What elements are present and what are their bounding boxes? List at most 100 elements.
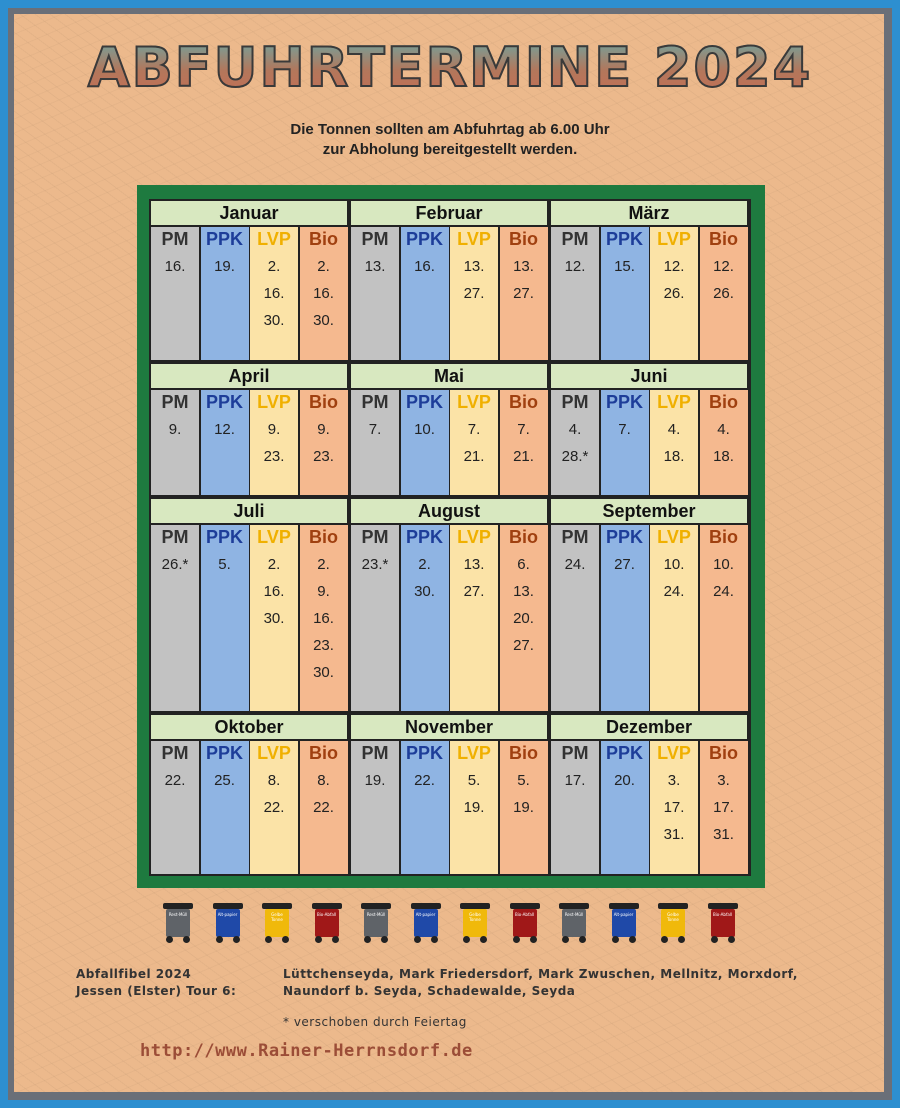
date-list: 19. <box>351 767 399 794</box>
column-header: PM <box>161 391 189 412</box>
pickup-date: 30. <box>313 664 334 681</box>
column-lvp: LVP 7. 21. <box>450 390 498 495</box>
bin-label: Bio-Abfall <box>314 909 339 937</box>
column-pm: PM 9. <box>151 390 199 495</box>
date-list: 10. 24. <box>650 551 698 605</box>
date-list: 15. <box>601 253 649 280</box>
column-header: LVP <box>257 742 291 763</box>
pickup-date: 9. <box>317 421 330 438</box>
column-lvp: LVP 13. 27. <box>450 227 498 360</box>
column-header: PM <box>561 742 589 763</box>
pickup-date: 23. <box>313 637 334 654</box>
column-header: Bio <box>709 742 738 763</box>
waste-bin-icon: Bio-Abfall <box>311 903 342 943</box>
month-name: Februar <box>351 201 547 225</box>
column-header: LVP <box>657 228 691 249</box>
date-list: 17. <box>551 767 599 794</box>
pickup-date: 26. <box>713 285 734 302</box>
subtitle-line-1: Die Tonnen sollten am Abfuhrtag ab 6.00 … <box>290 121 610 138</box>
waste-bin-icon: Rest-Müll <box>559 903 589 943</box>
date-list: 12. <box>551 253 599 280</box>
pickup-date: 5. <box>517 772 530 789</box>
calendar-board: Januar PM 16. PPK 19. LVP 2. 16. 30. Bio 2. 16. 30. F… <box>137 185 765 888</box>
month-februar: Februar PM 13. PPK 16. LVP 13. 27. Bio 13. 27. <box>349 199 549 362</box>
date-list: 2. 9. 16. 23. 30. <box>300 551 348 686</box>
column-header: Bio <box>309 228 338 249</box>
month-name: März <box>551 201 747 225</box>
date-list: 12. <box>201 416 249 443</box>
column-bio: Bio 5. 19. <box>499 741 548 874</box>
month-september: September PM 24. PPK 27. LVP 10. 24. Bio 10. 24. <box>549 497 749 713</box>
column-bio: Bio 4. 18. <box>699 390 748 495</box>
date-list: 16. <box>401 253 449 280</box>
column-ppk: PPK 20. <box>600 741 649 874</box>
column-header: PPK <box>405 391 443 412</box>
pickup-date: 27. <box>513 637 534 654</box>
column-ppk: PPK 25. <box>200 741 249 874</box>
column-bio: Bio 3. 17. 31. <box>699 741 748 874</box>
column-pm: PM 7. <box>351 390 399 495</box>
column-pm: PM 12. <box>551 227 599 360</box>
pickup-date: 12. <box>663 258 685 275</box>
column-ppk: PPK 16. <box>400 227 449 360</box>
column-lvp: LVP 8. 22. <box>250 741 298 874</box>
column-header: LVP <box>657 526 691 547</box>
column-header: PPK <box>405 526 443 547</box>
places-line-1: Lüttchenseyda, Mark Friedersdorf, Mark Z… <box>283 967 798 981</box>
pickup-date: 27. <box>463 583 485 600</box>
column-header: LVP <box>457 526 491 547</box>
month-april: April PM 9. PPK 12. LVP 9. 23. Bio 9. 23. <box>149 362 349 497</box>
column-bio: Bio 13. 27. <box>499 227 548 360</box>
pickup-date: 17. <box>713 799 734 816</box>
pickup-date: 13. <box>513 583 534 600</box>
date-list: 13. 27. <box>450 253 498 307</box>
month-mai: Mai PM 7. PPK 10. LVP 7. 21. Bio 7. 21. <box>349 362 549 497</box>
column-header: PM <box>361 526 389 547</box>
month-juni: Juni PM 4. 28.* PPK 7. LVP 4. 18. Bio 4. 18. <box>549 362 749 497</box>
column-bio: Bio 9. 23. <box>299 390 348 495</box>
date-list: 25. <box>201 767 249 794</box>
column-header: PPK <box>205 391 243 412</box>
column-header: Bio <box>509 742 538 763</box>
pickup-date: 21. <box>463 448 485 465</box>
column-ppk: PPK 19. <box>200 227 249 360</box>
column-lvp: LVP 3. 17. 31. <box>650 741 698 874</box>
pickup-date: 30. <box>263 312 285 329</box>
pickup-date: 3. <box>667 772 681 789</box>
column-pm: PM 17. <box>551 741 599 874</box>
bin-label: Gelbe Tonne <box>661 909 685 937</box>
date-list: 4. 18. <box>650 416 698 470</box>
column-header: Bio <box>509 526 538 547</box>
column-header: LVP <box>457 228 491 249</box>
waste-bin-icon: Gelbe Tonne <box>460 903 490 943</box>
pickup-date: 24. <box>564 556 586 573</box>
pickup-date: 2. <box>418 556 431 573</box>
pickup-date: 24. <box>713 583 734 600</box>
column-lvp: LVP 4. 18. <box>650 390 698 495</box>
pickup-date: 4. <box>717 421 730 438</box>
pickup-date: 8. <box>267 772 281 789</box>
column-bio: Bio 7. 21. <box>499 390 548 495</box>
date-list: 7. 21. <box>500 416 548 470</box>
column-lvp: LVP 2. 16. 30. <box>250 525 298 711</box>
date-list: 6. 13. 20. 27. <box>500 551 548 659</box>
pickup-date: 13. <box>463 258 485 275</box>
date-list: 22. <box>401 767 449 794</box>
pickup-date: 27. <box>463 285 485 302</box>
column-ppk: PPK 12. <box>200 390 249 495</box>
date-list: 12. 26. <box>650 253 698 307</box>
column-header: Bio <box>509 228 538 249</box>
waste-bin-icon: Rest-Müll <box>163 903 193 943</box>
date-list: 26.* <box>151 551 199 578</box>
website-link[interactable]: http://www.Rainer-Herrnsdorf.de <box>140 1041 473 1061</box>
pickup-date: 18. <box>713 448 734 465</box>
column-header: LVP <box>257 526 291 547</box>
column-pm: PM 22. <box>151 741 199 874</box>
column-lvp: LVP 9. 23. <box>250 390 298 495</box>
waste-bin-icon: Gelbe Tonne <box>658 903 688 943</box>
pickup-date: 8. <box>317 772 330 789</box>
date-list: 16. <box>151 253 199 280</box>
bin-label: Bio-Abfall <box>710 909 735 937</box>
pickup-date: 19. <box>463 799 485 816</box>
bin-legend: Rest-Müll Alt-papier Gelbe Tonne Bio-Abfall… <box>160 897 750 947</box>
